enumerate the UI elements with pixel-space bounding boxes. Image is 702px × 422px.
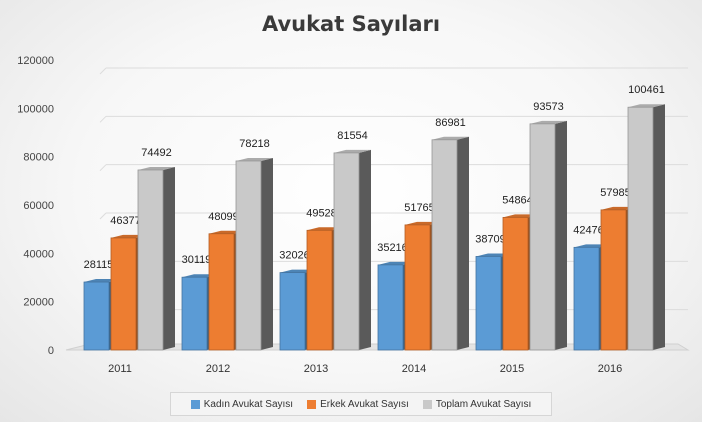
data-label: 54864 [502, 194, 533, 206]
bar-side [163, 166, 175, 350]
bar-top [236, 157, 273, 161]
gridline-connector [99, 67, 107, 75]
data-label: 93573 [533, 101, 564, 113]
bar-top [530, 120, 567, 124]
bar-side [359, 149, 371, 350]
y-tick-label: 80000 [23, 152, 54, 164]
bar-side [653, 104, 665, 350]
gridline-connector [99, 212, 107, 220]
data-label: 57985 [600, 187, 631, 199]
legend-label-erkek: Erkek Avukat Sayısı [320, 398, 409, 410]
bar [83, 281, 110, 351]
data-label: 100461 [628, 84, 665, 96]
bar [573, 246, 600, 351]
data-label: 32026 [279, 250, 310, 262]
y-tick-label: 60000 [23, 200, 54, 212]
legend-swatch-toplam [422, 399, 432, 409]
bar [502, 217, 529, 351]
y-tick-label: 100000 [17, 103, 54, 115]
x-tick-label: 2012 [206, 363, 230, 375]
bar-top [138, 166, 175, 170]
data-label: 49528 [306, 207, 337, 219]
data-label: 51765 [404, 202, 435, 214]
legend-item-erkek: Erkek Avukat Sayısı [307, 399, 409, 410]
gridline-connector [99, 115, 107, 123]
bar [181, 276, 208, 351]
data-label: 81554 [337, 130, 368, 142]
data-label: 28115 [84, 259, 114, 271]
y-tick-label: 120000 [17, 55, 54, 67]
data-label: 78218 [239, 138, 270, 150]
bar [137, 169, 164, 351]
bar [627, 106, 654, 351]
bar [333, 152, 360, 351]
legend: Kadın Avukat Sayısı Erkek Avukat Sayısı … [170, 392, 552, 416]
data-label: 38709 [475, 233, 506, 245]
bar-side [555, 120, 567, 350]
x-tick-label: 2014 [402, 363, 426, 375]
x-tick-label: 2015 [500, 363, 524, 375]
data-label: 35216 [377, 242, 408, 254]
bar [306, 229, 333, 351]
gridline-connector [99, 260, 107, 268]
legend-item-kadin: Kadın Avukat Sayısı [190, 398, 294, 410]
bar-top [334, 149, 371, 153]
bar [404, 224, 431, 351]
x-tick-label: 2013 [304, 363, 328, 375]
legend-label-kadin: Kadın Avukat Sayısı [203, 398, 294, 410]
data-label: 86981 [435, 117, 466, 129]
bar [475, 256, 502, 351]
bar-side [261, 157, 273, 350]
data-label: 46377 [110, 215, 141, 227]
bar [208, 233, 235, 351]
bar [377, 264, 404, 351]
data-label: 48099 [208, 211, 239, 223]
y-tick-label: 20000 [23, 297, 54, 309]
bar-side [457, 136, 469, 350]
data-label: 42476 [573, 224, 604, 236]
bar [529, 123, 556, 351]
legend-swatch-erkek [307, 399, 317, 409]
bar [235, 160, 262, 351]
y-tick-label: 0 [48, 345, 54, 357]
bar [110, 237, 137, 351]
bar [279, 272, 306, 351]
bar [600, 209, 627, 351]
gridline-connector [99, 164, 107, 172]
legend-label-toplam: Toplam Avukat Sayısı [435, 398, 532, 410]
data-label: 74492 [141, 147, 172, 159]
legend-item-toplam: Toplam Avukat Sayısı [422, 398, 532, 410]
bar [431, 139, 458, 351]
y-tick-label: 40000 [23, 248, 54, 260]
data-label: 30119 [182, 254, 212, 266]
chart-title: Avukat Sayıları [261, 12, 441, 36]
bar-top [432, 136, 469, 140]
x-tick-label: 2016 [598, 363, 622, 375]
legend-swatch-kadin [190, 399, 200, 409]
x-tick-label: 2011 [108, 363, 132, 375]
bar-top [628, 104, 665, 108]
